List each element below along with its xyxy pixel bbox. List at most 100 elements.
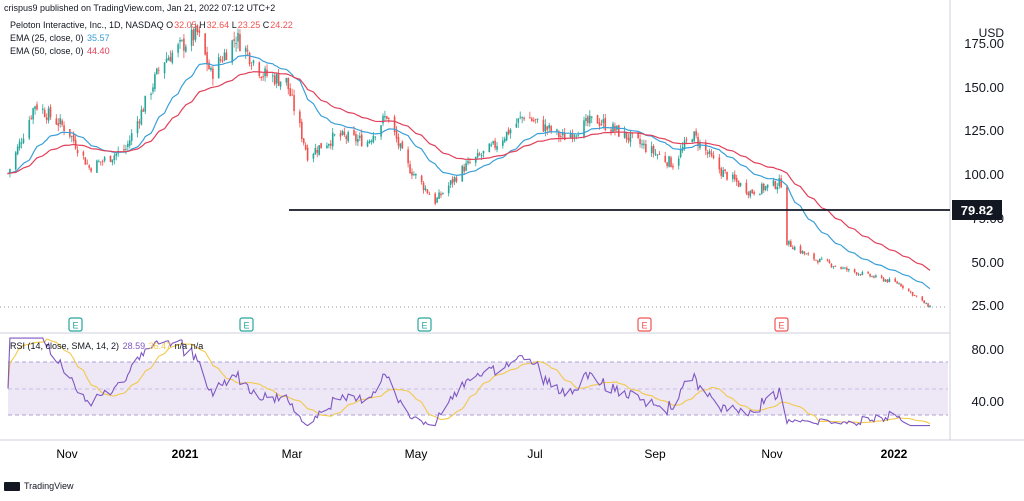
candle-body xyxy=(171,52,174,63)
candle-body xyxy=(882,277,885,282)
candle-body xyxy=(442,193,444,194)
candle-body xyxy=(360,134,363,147)
candle-body xyxy=(194,25,197,40)
candle-body xyxy=(602,119,605,124)
candle-body xyxy=(440,193,442,196)
candle-body xyxy=(480,155,483,156)
candle-body xyxy=(803,251,806,254)
price-axis[interactable]: 175.00 150.00 125.00 100.00 75.00 50.00 … xyxy=(964,36,1004,313)
candle-body xyxy=(710,152,713,156)
candle-body xyxy=(641,143,643,146)
candle-body xyxy=(857,273,860,275)
candle-body xyxy=(712,155,715,159)
candle-body xyxy=(47,108,50,121)
tradingview-logo-icon xyxy=(4,481,20,491)
candle-body xyxy=(273,75,276,85)
candle-body xyxy=(451,178,454,184)
candle-body xyxy=(909,291,912,293)
candle-body xyxy=(57,123,60,126)
legend-ema50-row[interactable]: EMA (50, close, 0) 44.40 xyxy=(10,46,110,56)
candle-body xyxy=(63,125,65,132)
candle-body xyxy=(739,183,742,186)
candle-body xyxy=(753,191,755,195)
candle-body xyxy=(357,138,359,143)
candle-body xyxy=(399,143,402,148)
candle-body xyxy=(136,121,139,134)
candle-body xyxy=(415,173,417,176)
candle-body xyxy=(22,138,25,144)
time-axis[interactable]: Nov 2021 Mar May Jul Sep Nov 2022 xyxy=(56,447,907,461)
candle-body xyxy=(314,147,317,155)
candle-body xyxy=(397,137,400,146)
rsi-axis[interactable]: 80.00 40.00 xyxy=(971,342,1004,409)
candle-body xyxy=(871,276,873,277)
candle-body xyxy=(556,129,558,132)
legend-low-value: 23.25 xyxy=(237,20,261,30)
candle-body xyxy=(291,94,293,96)
earnings-letter: E xyxy=(243,321,249,331)
candle-body xyxy=(745,182,748,194)
earnings-marker[interactable]: E xyxy=(774,317,789,332)
currency-label[interactable]: USD xyxy=(978,26,1004,40)
candle-body xyxy=(907,288,910,291)
candle-body xyxy=(679,149,682,158)
candle-body xyxy=(84,157,87,165)
legend-symbol: Peloton Interactive, Inc., 1D, NASDAQ xyxy=(10,20,164,30)
time-label: Jul xyxy=(527,447,542,461)
candle-body xyxy=(585,118,587,122)
candle-body xyxy=(306,147,309,161)
candle-body xyxy=(855,272,858,275)
candle-body xyxy=(272,75,274,77)
candle-body xyxy=(55,118,58,125)
candle-body xyxy=(805,253,808,255)
candle-body xyxy=(623,131,626,138)
candle-body xyxy=(759,193,761,196)
time-label: Sep xyxy=(644,447,666,461)
price-tick: 175.00 xyxy=(964,36,1004,51)
candle-body xyxy=(424,188,427,191)
candle-body xyxy=(18,141,21,149)
tradingview-logo[interactable]: TradingView xyxy=(4,481,74,491)
candle-body xyxy=(629,132,632,143)
candle-body xyxy=(152,87,154,92)
tradingview-logo-text: TradingView xyxy=(24,481,74,491)
legend-rsi-row[interactable]: RSI (14, close, SMA, 14, 2) 28.59 36.47 … xyxy=(10,341,203,351)
legend-rsi-value: 28.59 xyxy=(122,341,146,351)
candle-body xyxy=(853,269,856,273)
candle-body xyxy=(465,163,467,171)
earnings-marker[interactable]: E xyxy=(417,317,432,332)
earnings-marker[interactable]: E xyxy=(239,317,254,332)
candle-body xyxy=(502,140,504,146)
earnings-marker[interactable]: E xyxy=(637,317,652,332)
earnings-letter: E xyxy=(421,321,427,331)
candle-body xyxy=(358,135,361,138)
earnings-marker[interactable]: E xyxy=(68,317,83,332)
candle-body xyxy=(488,143,491,153)
candle-body xyxy=(832,266,835,268)
candle-body xyxy=(788,240,790,245)
candle-body xyxy=(246,49,249,52)
candle-body xyxy=(221,60,224,62)
legend-rsi-sma-value: 36.47 xyxy=(148,341,172,351)
legend-ema25-row[interactable]: EMA (25, close, 0) 35.57 xyxy=(10,33,110,43)
time-label: Mar xyxy=(282,447,303,461)
time-label: 2022 xyxy=(881,447,908,461)
candle-body xyxy=(807,253,810,255)
earnings-letter: E xyxy=(778,321,784,331)
candle-body xyxy=(706,152,709,155)
candle-body xyxy=(210,67,212,71)
candle-body xyxy=(275,73,278,84)
candle-body xyxy=(911,291,914,296)
rsi-tick: 40.00 xyxy=(971,394,1004,409)
candle-body xyxy=(380,125,382,137)
legend-symbol-row[interactable]: Peloton Interactive, Inc., 1D, NASDAQ O3… xyxy=(10,20,293,30)
candle-body xyxy=(571,133,574,139)
candle-body xyxy=(654,153,657,155)
legend-high-value: 32.64 xyxy=(206,20,230,30)
candle-body xyxy=(469,162,471,163)
earnings-markers[interactable]: E E E E E xyxy=(68,317,789,332)
candle-body xyxy=(130,133,133,141)
candle-body xyxy=(735,177,738,182)
